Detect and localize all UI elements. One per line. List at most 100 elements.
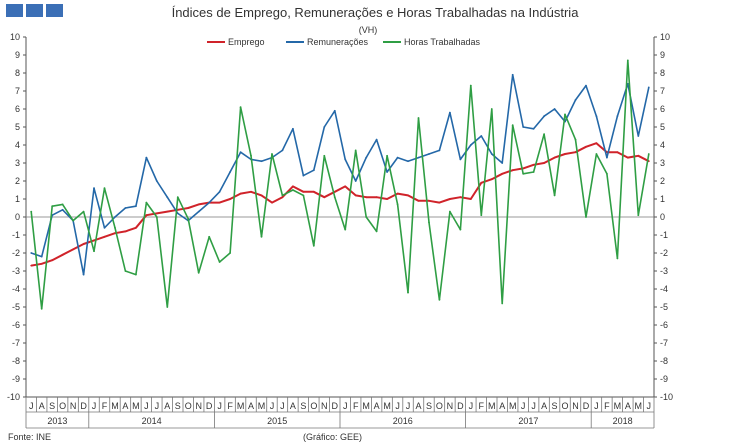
- x-tick-label: J: [395, 401, 400, 411]
- data-point-horas-trabalhadas: [480, 214, 483, 217]
- data-point-remunera-es: [647, 86, 650, 89]
- data-point-emprego: [511, 169, 514, 172]
- data-point-horas-trabalhadas: [396, 203, 399, 206]
- y-tick-label-right: 3: [660, 158, 665, 168]
- data-point-horas-trabalhadas: [281, 194, 284, 197]
- data-point-horas-trabalhadas: [271, 153, 273, 155]
- data-point-remunera-es: [365, 156, 368, 159]
- x-tick-label: A: [541, 401, 547, 411]
- y-tick-label-right: -2: [660, 248, 668, 258]
- x-tick-label: S: [175, 401, 181, 411]
- data-point-remunera-es: [260, 160, 263, 163]
- y-tick-label-left: -8: [12, 356, 20, 366]
- data-point-emprego: [145, 214, 148, 217]
- data-point-horas-trabalhadas: [637, 214, 640, 217]
- x-tick-label: J: [521, 401, 526, 411]
- x-tick-label: M: [237, 401, 245, 411]
- data-point-horas-trabalhadas: [354, 149, 357, 152]
- y-tick-label-right: 10: [660, 32, 670, 42]
- x-tick-label: D: [332, 401, 339, 411]
- data-point-horas-trabalhadas: [375, 230, 378, 233]
- data-point-remunera-es: [208, 201, 211, 204]
- data-point-horas-trabalhadas: [187, 217, 190, 220]
- data-point-horas-trabalhadas: [145, 201, 148, 204]
- x-tick-label: J: [270, 401, 275, 411]
- x-tick-label: M: [614, 401, 622, 411]
- data-point-emprego: [72, 248, 74, 251]
- y-tick-label-right: 4: [660, 140, 665, 150]
- x-tick-label: N: [70, 401, 77, 411]
- data-point-emprego: [407, 194, 409, 197]
- data-point-horas-trabalhadas: [595, 153, 598, 155]
- data-point-emprego: [124, 230, 127, 233]
- data-point-horas-trabalhadas: [103, 187, 106, 190]
- x-tick-label: O: [185, 401, 192, 411]
- series-line-horas-trabalhadas: [30, 59, 650, 310]
- data-point-horas-trabalhadas: [574, 138, 577, 141]
- data-point-horas-trabalhadas: [344, 228, 347, 231]
- data-point-horas-trabalhadas: [260, 235, 263, 238]
- data-point-horas-trabalhadas: [532, 171, 535, 173]
- data-point-horas-trabalhadas: [250, 154, 252, 157]
- y-tick-label-right: 2: [660, 176, 665, 186]
- data-point-remunera-es: [166, 196, 169, 199]
- data-point-emprego: [354, 194, 357, 197]
- x-tick-label: J: [217, 401, 222, 411]
- y-tick-label-right: 0: [660, 212, 665, 222]
- data-point-emprego: [323, 196, 326, 199]
- y-tick-label-left: -3: [12, 266, 20, 276]
- data-point-emprego: [386, 198, 388, 200]
- data-point-horas-trabalhadas: [93, 250, 95, 253]
- data-point-emprego: [490, 178, 493, 181]
- y-tick-label-left: 6: [15, 104, 20, 114]
- logo-block: [6, 4, 23, 17]
- data-point-horas-trabalhadas: [407, 291, 409, 294]
- x-tick-label: A: [248, 401, 254, 411]
- data-point-remunera-es: [82, 273, 85, 276]
- x-tick-label: O: [436, 401, 443, 411]
- data-point-horas-trabalhadas: [323, 154, 326, 157]
- data-point-horas-trabalhadas: [51, 205, 54, 208]
- x-tick-label: S: [49, 401, 55, 411]
- y-tick-label-right: -9: [660, 374, 668, 384]
- data-point-remunera-es: [417, 156, 420, 159]
- y-tick-label-right: 8: [660, 68, 665, 78]
- y-tick-label-left: -9: [12, 374, 20, 384]
- x-tick-label: A: [625, 401, 631, 411]
- data-point-horas-trabalhadas: [312, 244, 315, 247]
- data-point-emprego: [626, 156, 629, 159]
- data-point-horas-trabalhadas: [292, 189, 294, 191]
- x-tick-label: J: [29, 401, 34, 411]
- data-point-emprego: [239, 192, 242, 195]
- data-point-remunera-es: [333, 109, 336, 112]
- x-tick-label: S: [426, 401, 432, 411]
- data-point-emprego: [155, 212, 158, 215]
- data-point-horas-trabalhadas: [72, 219, 74, 222]
- data-point-emprego: [344, 185, 347, 188]
- x-tick-label: O: [310, 401, 317, 411]
- data-point-horas-trabalhadas: [82, 210, 85, 213]
- data-point-remunera-es: [595, 115, 598, 118]
- x-tick-label: O: [562, 401, 569, 411]
- x-tick-label: D: [457, 401, 464, 411]
- data-point-remunera-es: [239, 151, 242, 154]
- y-tick-label-left: 3: [15, 158, 20, 168]
- data-point-remunera-es: [449, 111, 451, 114]
- data-point-horas-trabalhadas: [647, 153, 650, 155]
- data-point-horas-trabalhadas: [616, 257, 619, 260]
- data-point-horas-trabalhadas: [490, 108, 493, 110]
- data-point-emprego: [40, 262, 43, 265]
- footer-source: Fonte: INE: [8, 432, 52, 442]
- data-point-horas-trabalhadas: [501, 302, 504, 305]
- data-point-horas-trabalhadas: [208, 235, 211, 238]
- x-tick-label: D: [80, 401, 87, 411]
- x-tick-label: J: [343, 401, 348, 411]
- data-point-remunera-es: [229, 171, 232, 173]
- y-tick-label-right: -10: [660, 392, 673, 402]
- data-point-remunera-es: [438, 149, 441, 152]
- data-point-remunera-es: [585, 84, 587, 87]
- series-line-remunera-es: [30, 74, 650, 276]
- data-point-remunera-es: [616, 115, 619, 118]
- year-label: 2015: [267, 416, 287, 426]
